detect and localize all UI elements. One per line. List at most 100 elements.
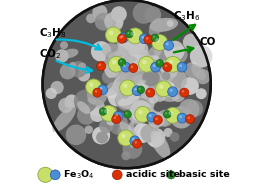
Circle shape	[87, 85, 107, 105]
Circle shape	[188, 117, 190, 119]
Circle shape	[117, 36, 128, 48]
Circle shape	[156, 81, 171, 97]
Ellipse shape	[77, 63, 86, 71]
Circle shape	[153, 36, 155, 38]
Circle shape	[142, 69, 160, 87]
Circle shape	[129, 66, 146, 83]
Ellipse shape	[116, 73, 129, 92]
Circle shape	[165, 107, 181, 123]
Circle shape	[184, 62, 201, 78]
Ellipse shape	[146, 44, 162, 62]
Circle shape	[86, 14, 96, 23]
Circle shape	[89, 82, 93, 87]
Circle shape	[107, 51, 127, 71]
Circle shape	[168, 87, 177, 97]
Ellipse shape	[152, 131, 161, 147]
Ellipse shape	[103, 81, 122, 96]
Circle shape	[132, 138, 135, 141]
Circle shape	[123, 81, 135, 94]
Circle shape	[149, 67, 162, 79]
Circle shape	[120, 60, 122, 62]
Circle shape	[127, 100, 151, 124]
Circle shape	[133, 2, 154, 24]
Circle shape	[195, 69, 211, 84]
Circle shape	[46, 88, 57, 99]
Circle shape	[116, 113, 118, 116]
Circle shape	[162, 71, 170, 80]
Circle shape	[77, 69, 90, 82]
Circle shape	[166, 43, 169, 45]
Ellipse shape	[113, 75, 140, 93]
Circle shape	[179, 99, 199, 119]
Circle shape	[130, 86, 147, 103]
Circle shape	[121, 59, 131, 69]
Text: basic site: basic site	[179, 170, 230, 179]
Circle shape	[120, 82, 135, 97]
Circle shape	[88, 99, 105, 116]
Circle shape	[121, 133, 126, 138]
Ellipse shape	[87, 98, 97, 104]
Ellipse shape	[52, 106, 76, 132]
Circle shape	[138, 124, 155, 142]
Circle shape	[127, 28, 143, 44]
Text: C$_3$H$_6$: C$_3$H$_6$	[173, 9, 200, 23]
Circle shape	[152, 76, 160, 83]
Circle shape	[119, 36, 122, 39]
Circle shape	[177, 113, 187, 123]
Circle shape	[170, 89, 172, 92]
Ellipse shape	[128, 55, 159, 71]
Circle shape	[132, 86, 142, 96]
Circle shape	[168, 68, 177, 77]
Circle shape	[121, 63, 138, 81]
Circle shape	[109, 30, 113, 35]
Circle shape	[179, 115, 182, 118]
Text: CO: CO	[199, 37, 216, 47]
Circle shape	[117, 34, 126, 43]
Circle shape	[77, 106, 96, 125]
Circle shape	[50, 170, 60, 180]
Circle shape	[118, 130, 134, 146]
Circle shape	[146, 88, 155, 97]
Circle shape	[132, 73, 152, 93]
Circle shape	[112, 115, 121, 124]
Circle shape	[95, 90, 97, 93]
Circle shape	[146, 109, 156, 119]
Circle shape	[167, 171, 175, 179]
Circle shape	[182, 90, 184, 93]
Circle shape	[155, 38, 160, 43]
Circle shape	[101, 109, 103, 112]
Circle shape	[114, 117, 116, 119]
Circle shape	[139, 56, 154, 72]
Ellipse shape	[62, 49, 78, 58]
Ellipse shape	[150, 131, 170, 159]
Ellipse shape	[143, 107, 154, 113]
Circle shape	[93, 88, 102, 97]
Circle shape	[98, 85, 107, 95]
Circle shape	[151, 34, 159, 42]
Circle shape	[142, 60, 147, 64]
Text: CO$_2$: CO$_2$	[39, 47, 61, 60]
Circle shape	[105, 63, 119, 78]
Circle shape	[107, 70, 114, 78]
Circle shape	[85, 125, 93, 134]
Ellipse shape	[130, 59, 155, 72]
Circle shape	[135, 106, 151, 122]
Circle shape	[123, 83, 128, 88]
Circle shape	[101, 105, 117, 121]
Circle shape	[176, 51, 185, 60]
Circle shape	[60, 64, 76, 79]
Circle shape	[123, 139, 142, 159]
Ellipse shape	[127, 71, 136, 79]
Circle shape	[170, 106, 193, 129]
Circle shape	[122, 94, 133, 105]
Circle shape	[104, 109, 109, 113]
Circle shape	[103, 54, 127, 78]
Circle shape	[107, 89, 117, 99]
Circle shape	[55, 49, 69, 63]
Circle shape	[126, 30, 133, 38]
Circle shape	[181, 77, 199, 95]
Circle shape	[146, 37, 148, 40]
Circle shape	[131, 98, 150, 116]
Circle shape	[153, 64, 156, 67]
Ellipse shape	[119, 79, 130, 99]
